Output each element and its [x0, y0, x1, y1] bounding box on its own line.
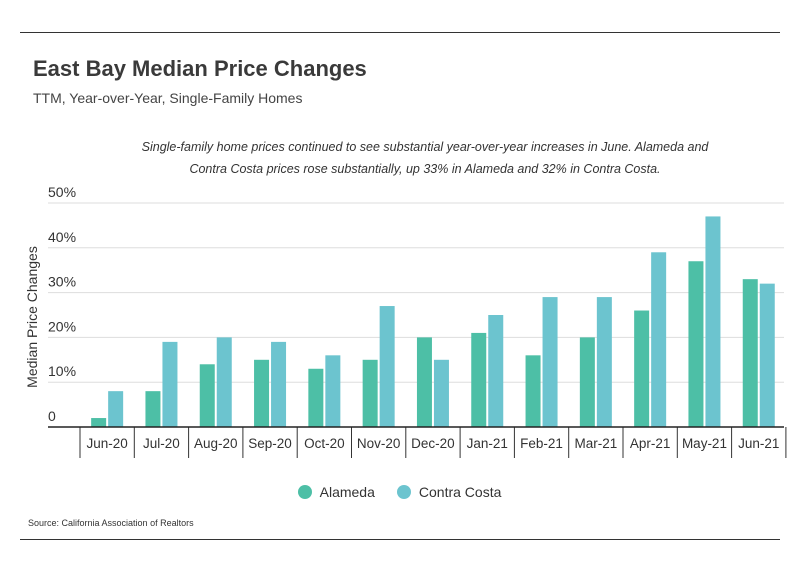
bar-contra-costa [596, 297, 612, 427]
bar-alameda [254, 359, 270, 427]
bar-contra-costa [325, 355, 341, 427]
chart-title: East Bay Median Price Changes [33, 56, 367, 81]
legend-label-alameda: Alameda [319, 484, 375, 500]
top-rule [20, 32, 780, 33]
bar-contra-costa [108, 391, 124, 427]
y-tick-label: 30% [48, 274, 76, 290]
legend-item-contra-costa: Contra Costa [396, 484, 502, 500]
legend-item-alameda: Alameda [297, 484, 375, 500]
x-tick-label: Jun-21 [738, 436, 779, 451]
bar-contra-costa [651, 252, 667, 427]
bar-alameda [199, 364, 215, 427]
bar-contra-costa [433, 359, 449, 427]
x-tick-label: Jun-20 [87, 436, 128, 451]
bar-alameda [471, 332, 487, 427]
x-tick-label: Sep-20 [248, 436, 292, 451]
legend-swatch-contra-costa [396, 485, 411, 499]
bar-alameda [688, 261, 704, 427]
bar-alameda [416, 337, 432, 427]
bar-contra-costa [162, 341, 178, 427]
y-tick-label: 40% [48, 229, 76, 245]
source-note: Source: California Association of Realto… [28, 518, 194, 528]
chart-subtitle: TTM, Year-over-Year, Single-Family Homes [33, 90, 303, 106]
bar-alameda [308, 368, 324, 427]
x-tick-label: May-21 [682, 436, 727, 451]
x-tick-label: Jul-20 [143, 436, 180, 451]
annotation-line: Single-family home prices continued to s… [141, 140, 709, 154]
bar-contra-costa [488, 315, 504, 427]
bar-contra-costa [705, 216, 721, 427]
y-tick-label: 50% [48, 184, 76, 200]
bar-alameda [145, 391, 161, 427]
bar-contra-costa [542, 297, 558, 427]
chart-legend: Alameda Contra Costa [0, 484, 799, 500]
x-tick-label: Feb-21 [520, 436, 563, 451]
x-tick-label: Nov-20 [357, 436, 401, 451]
y-axis-label: Median Price Changes [24, 246, 40, 388]
bar-alameda [91, 418, 107, 427]
x-tick-label: Jan-21 [467, 436, 508, 451]
chart-annotation: Single-family home prices continued to s… [120, 136, 730, 180]
y-tick-label: 20% [48, 318, 76, 334]
annotation-line: Contra Costa prices rose substantially, … [189, 162, 661, 176]
x-tick-label: Oct-20 [304, 436, 345, 451]
bar-contra-costa [379, 306, 395, 427]
bottom-rule [20, 539, 780, 540]
bar-contra-costa [759, 283, 775, 427]
bar-alameda [579, 337, 595, 427]
y-tick-label: 0 [48, 408, 56, 424]
legend-label-contra-costa: Contra Costa [418, 484, 502, 500]
bar-alameda [742, 279, 758, 427]
legend-swatch-alameda [297, 485, 312, 499]
bar-contra-costa [216, 337, 232, 427]
y-tick-label: 10% [48, 363, 76, 379]
bar-contra-costa [271, 341, 287, 427]
bar-alameda [362, 359, 378, 427]
x-tick-label: Aug-20 [194, 436, 238, 451]
bar-alameda [634, 310, 650, 427]
x-tick-label: Apr-21 [630, 436, 671, 451]
x-tick-label: Dec-20 [411, 436, 455, 451]
bar-alameda [525, 355, 541, 427]
x-tick-label: Mar-21 [574, 436, 617, 451]
